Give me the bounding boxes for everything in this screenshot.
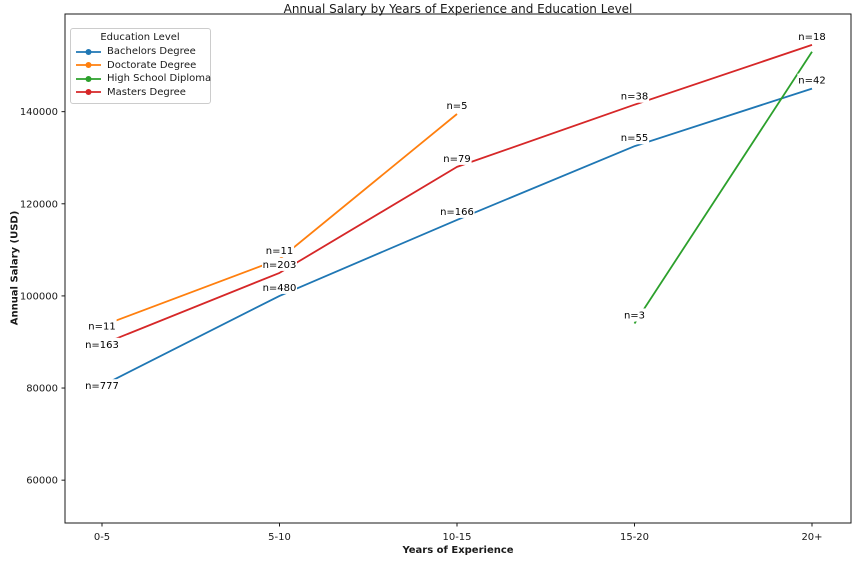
legend-entry-label: High School Diploma xyxy=(107,73,212,85)
legend-entry-high-school-diploma: High School Diploma xyxy=(76,72,211,86)
point-annotation: n=163 xyxy=(84,337,120,351)
svg-text:n=166: n=166 xyxy=(440,207,474,218)
svg-text:n=11: n=11 xyxy=(88,321,115,332)
plot-border xyxy=(64,13,852,524)
legend-line-marker-icon xyxy=(76,48,101,55)
legend-entry-masters-degree: Masters Degree xyxy=(76,86,204,100)
x-tick-label: 5-10 xyxy=(268,532,291,543)
series-line-doctorate-degree xyxy=(101,113,458,327)
svg-text:n=42: n=42 xyxy=(798,76,825,87)
legend-title: Education Level xyxy=(100,32,180,43)
y-tick-label: 100000 xyxy=(20,291,58,302)
svg-text:n=163: n=163 xyxy=(85,340,119,351)
x-tick-label: 10-15 xyxy=(442,532,471,543)
point-annotation: n=166 xyxy=(439,204,475,218)
legend-entry-label: Doctorate Degree xyxy=(107,59,197,71)
point-annotation: n=55 xyxy=(619,131,650,145)
point-annotation: n=11 xyxy=(87,319,117,333)
y-tick-label: 60000 xyxy=(26,476,58,487)
chart-title: Annual Salary by Years of Experience and… xyxy=(283,2,633,16)
legend-entry-doctorate-degree: Doctorate Degree xyxy=(76,59,204,73)
legend-entry-bachelors-degree: Bachelors Degree xyxy=(76,45,204,59)
svg-text:n=55: n=55 xyxy=(621,133,648,144)
x-tick-label: 0-5 xyxy=(94,532,110,543)
legend-entry-label: Bachelors Degree xyxy=(107,46,196,58)
point-annotation: n=3 xyxy=(622,308,647,322)
svg-text:n=480: n=480 xyxy=(263,283,297,294)
x-tick-label: 15-20 xyxy=(620,532,649,543)
svg-text:n=79: n=79 xyxy=(443,154,470,165)
svg-text:n=38: n=38 xyxy=(621,92,648,103)
svg-text:n=11: n=11 xyxy=(266,246,293,257)
svg-text:n=3: n=3 xyxy=(624,311,645,322)
series-line-high-school-diploma xyxy=(633,51,813,324)
svg-text:n=5: n=5 xyxy=(446,101,467,112)
x-tick-label: 20+ xyxy=(801,532,822,543)
point-annotation: n=42 xyxy=(797,73,827,87)
point-annotation: n=11 xyxy=(264,244,295,258)
legend-line-marker-icon xyxy=(76,89,101,96)
svg-text:n=777: n=777 xyxy=(85,381,119,392)
legend-line-marker-icon xyxy=(76,62,101,69)
series-line-masters-degree xyxy=(101,44,813,346)
point-annotation: n=18 xyxy=(797,29,827,43)
y-tick-label: 140000 xyxy=(20,107,58,118)
y-axis-label: Annual Salary (USD) xyxy=(9,210,21,326)
x-axis: 0-5 5-10 10-15 15-20 20+ xyxy=(94,523,823,543)
y-axis: 60000 80000 100000 120000 140000 xyxy=(20,107,65,487)
point-annotation: n=38 xyxy=(619,89,650,103)
svg-text:n=18: n=18 xyxy=(798,32,825,43)
legend: Education Level Bachelors Degree Doctorat… xyxy=(70,28,211,104)
point-annotation: n=5 xyxy=(445,99,469,112)
legend-line-marker-icon xyxy=(76,75,101,82)
point-annotation: n=777 xyxy=(84,379,120,393)
point-annotation: n=79 xyxy=(442,151,472,165)
svg-text:n=203: n=203 xyxy=(263,260,297,271)
point-annotation: n=203 xyxy=(262,257,297,271)
y-tick-label: 80000 xyxy=(26,384,58,395)
legend-entry-label: Masters Degree xyxy=(107,86,186,98)
series-line-bachelors-degree xyxy=(101,87,813,387)
point-annotation: n=480 xyxy=(262,280,297,294)
x-axis-label: Years of Experience xyxy=(402,545,514,556)
y-tick-label: 120000 xyxy=(20,199,58,210)
